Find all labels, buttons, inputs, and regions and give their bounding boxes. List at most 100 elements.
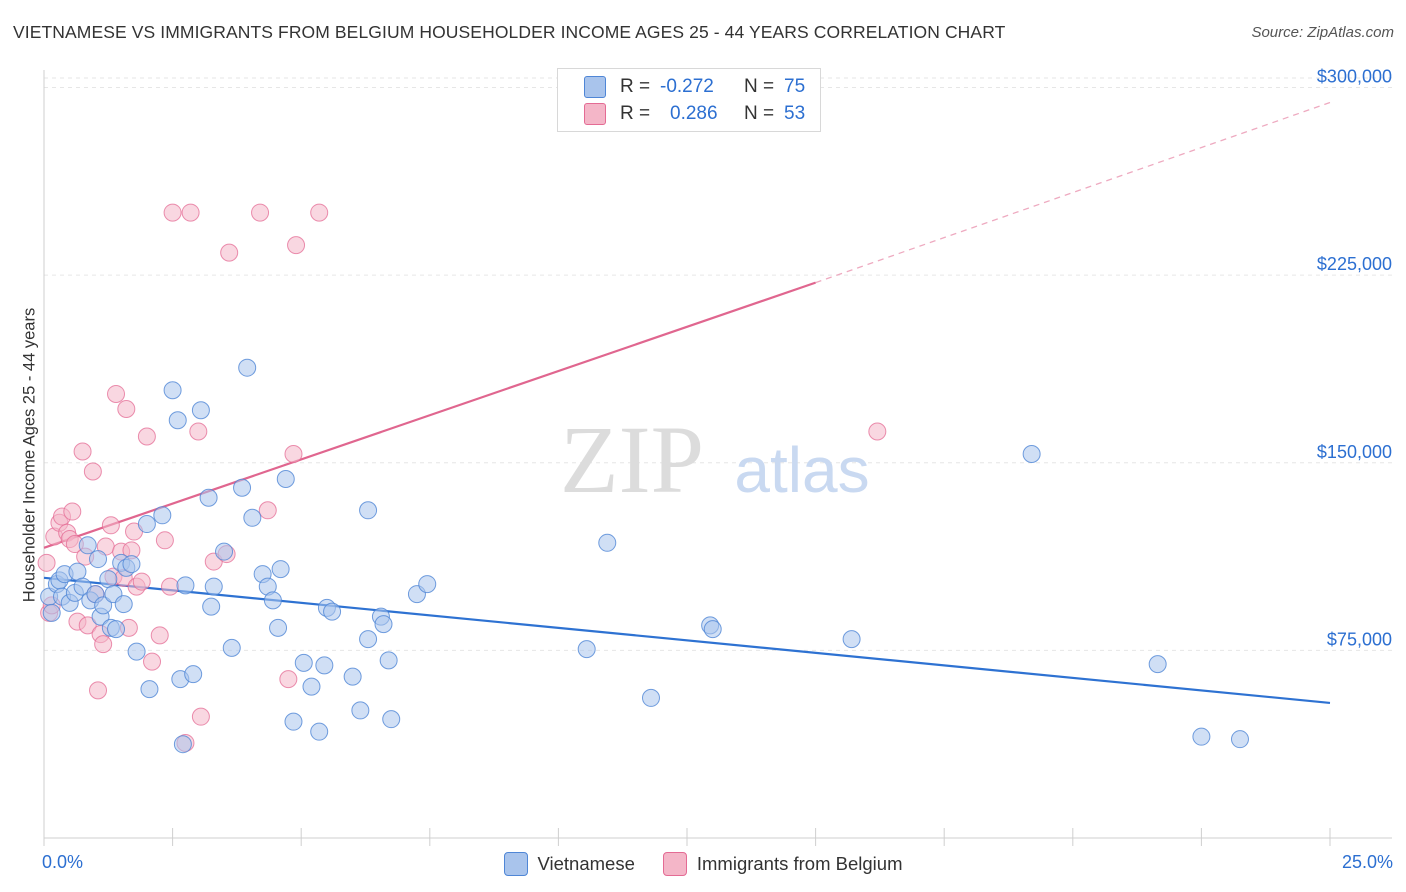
trend-line-vietnamese <box>43 576 1331 705</box>
point-immigrants-from-belgium <box>287 236 306 255</box>
legend-swatch-belgium <box>662 852 687 876</box>
legend-item-belgium[interactable]: Immigrants from Belgium <box>662 852 903 876</box>
point-immigrants-from-belgium <box>310 203 329 222</box>
x-tick-label-min: 0.0% <box>42 852 84 872</box>
y-tick-label: $75,000 <box>1327 629 1392 649</box>
point-vietnamese <box>263 591 282 610</box>
point-immigrants-from-belgium <box>258 501 277 520</box>
point-vietnamese <box>191 401 210 420</box>
point-vietnamese <box>89 550 108 569</box>
legend-row-vietnamese: R = -0.272 N = 75 <box>584 75 805 99</box>
watermark-zip: ZIP <box>560 406 704 513</box>
point-vietnamese <box>215 542 234 561</box>
point-immigrants-from-belgium <box>220 243 239 262</box>
point-immigrants-from-belgium <box>89 681 108 700</box>
point-immigrants-from-belgium <box>63 502 82 521</box>
y-tick-labels: $75,000 $150,000 $225,000 $300,000 <box>1317 67 1392 650</box>
point-immigrants-from-belgium <box>150 626 169 645</box>
point-immigrants-from-belgium <box>155 531 174 550</box>
point-vietnamese <box>137 515 156 534</box>
point-immigrants-from-belgium <box>163 203 182 222</box>
point-immigrants-from-belgium <box>107 384 126 403</box>
point-vietnamese <box>238 358 257 377</box>
point-vietnamese <box>315 656 334 675</box>
point-vietnamese <box>598 533 617 552</box>
legend-r-label: R = <box>620 103 651 124</box>
point-vietnamese <box>343 667 362 686</box>
point-vietnamese <box>202 597 221 616</box>
point-immigrants-from-belgium <box>161 577 180 596</box>
point-immigrants-from-belgium <box>284 445 303 463</box>
legend-n-label: N = <box>744 76 775 97</box>
point-vietnamese <box>641 688 660 707</box>
point-vietnamese <box>302 677 321 696</box>
chart-title: VIETNAMESE VS IMMIGRANTS FROM BELGIUM HO… <box>13 22 1006 42</box>
point-vietnamese <box>122 555 141 574</box>
legend-label-belgium: Immigrants from Belgium <box>696 853 903 874</box>
point-vietnamese <box>276 470 295 489</box>
point-vietnamese <box>184 665 203 684</box>
legend-r-value: 0.286 <box>670 103 718 124</box>
point-vietnamese <box>168 411 187 430</box>
points-vietnamese <box>40 358 1249 754</box>
y-tick-label: $225,000 <box>1317 254 1392 274</box>
legend-r-value: -0.272 <box>660 76 714 97</box>
point-vietnamese <box>1148 655 1167 674</box>
point-vietnamese <box>107 620 126 639</box>
point-immigrants-from-belgium <box>83 462 102 481</box>
point-vietnamese <box>1022 445 1041 463</box>
point-vietnamese <box>204 577 223 596</box>
legend-swatch-vietnamese <box>503 852 528 876</box>
point-immigrants-from-belgium <box>73 442 92 461</box>
x-tick-label-max: 25.0% <box>1341 852 1393 872</box>
point-vietnamese <box>374 615 393 634</box>
point-vietnamese <box>140 680 159 699</box>
point-vietnamese <box>577 640 596 659</box>
point-immigrants-from-belgium <box>37 553 56 572</box>
point-vietnamese <box>163 381 182 400</box>
point-vietnamese <box>418 575 437 594</box>
series-legend: Vietnamese Immigrants from Belgium <box>0 852 1406 876</box>
point-vietnamese <box>359 630 378 649</box>
legend-row-belgium: R = 0.286 N = 53 <box>584 102 805 126</box>
point-immigrants-from-belgium <box>132 572 151 591</box>
point-vietnamese <box>42 603 61 622</box>
point-immigrants-from-belgium <box>279 670 298 689</box>
point-vietnamese <box>68 562 87 581</box>
point-vietnamese <box>379 651 398 670</box>
point-vietnamese <box>173 735 192 754</box>
point-vietnamese <box>127 642 146 661</box>
legend-n-value: 53 <box>784 103 806 124</box>
legend-n-label: N = <box>744 103 775 124</box>
trend-lines <box>43 101 1331 705</box>
point-vietnamese <box>199 488 218 507</box>
point-vietnamese <box>233 478 252 497</box>
point-vietnamese <box>176 576 195 595</box>
point-immigrants-from-belgium <box>78 616 97 635</box>
y-tick-label: $300,000 <box>1317 67 1392 87</box>
legend-swatch-belgium <box>584 103 606 125</box>
point-vietnamese <box>310 722 329 741</box>
legend-item-vietnamese[interactable]: Vietnamese <box>503 852 635 876</box>
point-vietnamese <box>842 630 861 649</box>
legend-n-value: 75 <box>784 76 806 97</box>
point-immigrants-from-belgium <box>143 652 162 671</box>
point-immigrants-from-belgium <box>94 635 113 654</box>
legend-label-vietnamese: Vietnamese <box>537 853 635 874</box>
axes <box>43 70 1392 846</box>
point-vietnamese <box>153 506 172 525</box>
point-vietnamese <box>1230 730 1249 749</box>
point-immigrants-from-belgium <box>189 422 208 441</box>
trend-line-belgium <box>43 281 816 549</box>
point-immigrants-from-belgium <box>251 203 270 222</box>
point-vietnamese <box>703 620 722 639</box>
point-vietnamese <box>359 501 378 520</box>
point-immigrants-from-belgium <box>191 707 210 726</box>
stats-legend: R = -0.272 N = 75 R = 0.286 N = 53 <box>557 68 821 132</box>
point-vietnamese <box>323 602 342 621</box>
watermark-atlas: atlas <box>734 434 869 506</box>
point-immigrants-from-belgium <box>137 427 156 446</box>
point-vietnamese <box>269 618 288 637</box>
point-vietnamese <box>351 701 370 720</box>
